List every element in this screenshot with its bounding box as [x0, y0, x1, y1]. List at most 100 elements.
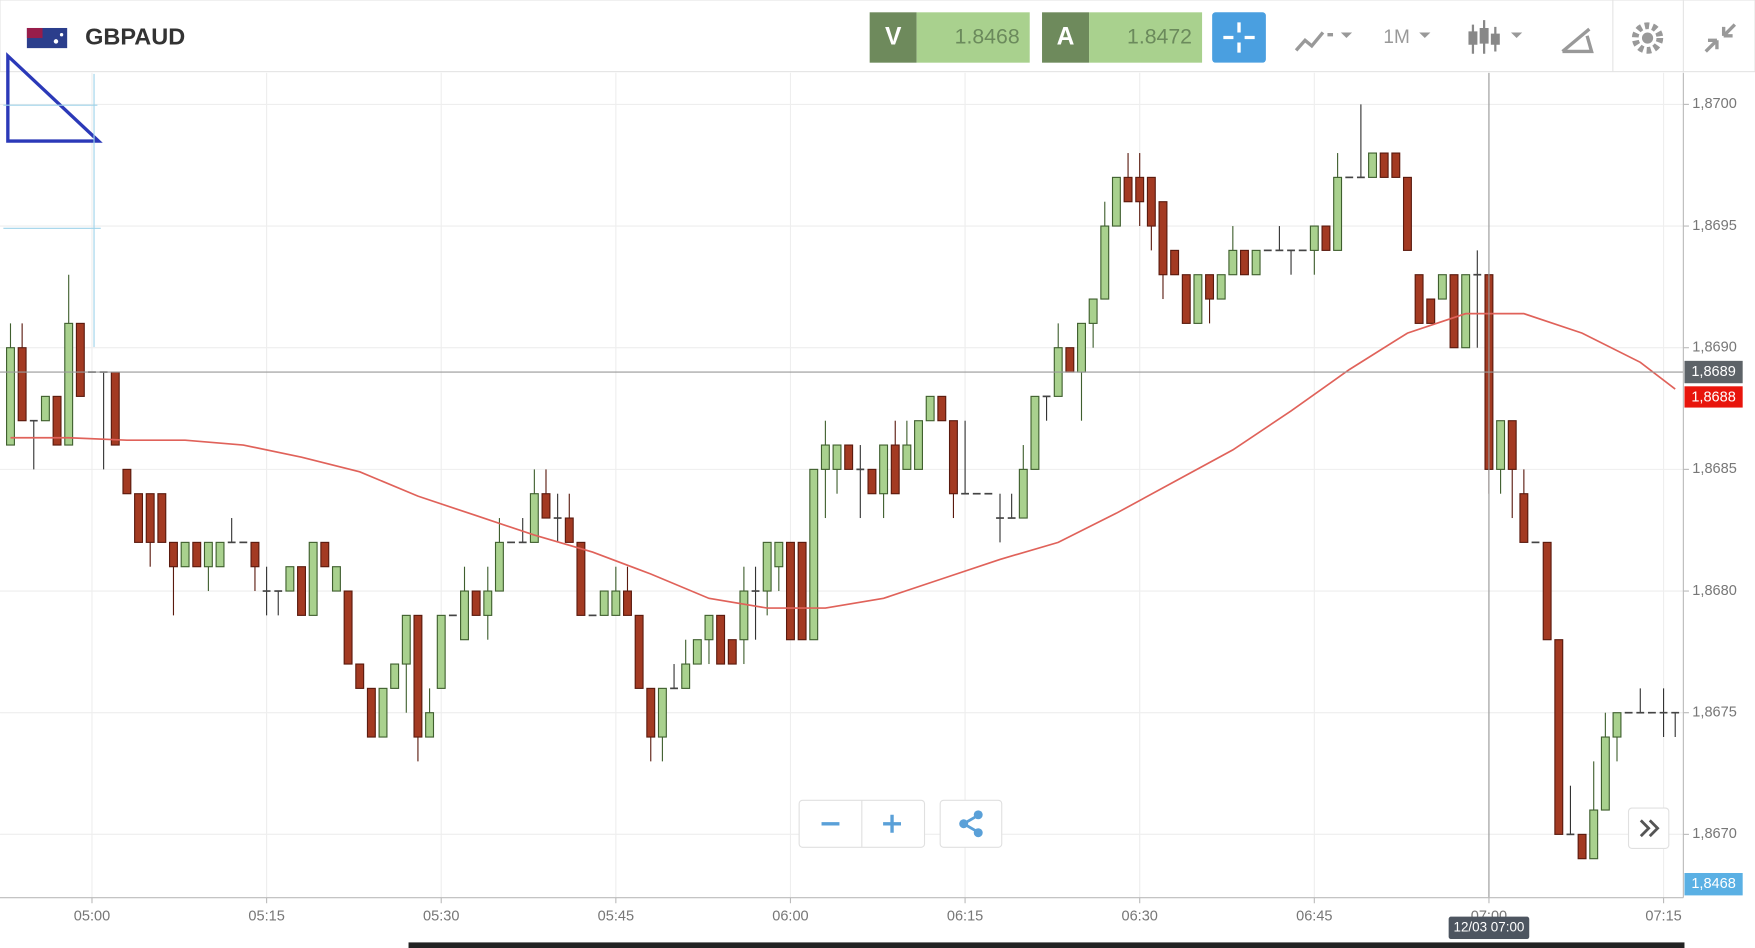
- candle-body: [541, 493, 551, 519]
- dropdown-arrow: [1419, 32, 1431, 39]
- x-tick-label: 06:45: [1296, 909, 1332, 925]
- candle-body: [366, 687, 376, 738]
- bottom-bar: [408, 942, 1685, 948]
- candle-body: [1216, 274, 1226, 300]
- ask-price: 1.8472: [1127, 25, 1192, 49]
- candle-body: [17, 347, 27, 422]
- candle-body: [1123, 176, 1133, 203]
- candle-body: [1507, 420, 1517, 470]
- x-tick-label: 06:15: [947, 909, 983, 925]
- symbol: GBPAUD: [85, 23, 185, 49]
- triangle-drawing[interactable]: [6, 52, 103, 143]
- share-icon[interactable]: [959, 810, 983, 838]
- crosshair-price-label: 1,8689: [1691, 364, 1735, 380]
- candle-body: [844, 444, 854, 470]
- candle-body: [157, 493, 167, 543]
- candle-body: [1542, 541, 1552, 641]
- x-tick-label: 05:15: [248, 909, 284, 925]
- candle-body: [774, 541, 784, 568]
- candle-body: [494, 541, 504, 592]
- bid-button[interactable]: [869, 12, 917, 63]
- bid-price-box[interactable]: [916, 12, 1030, 63]
- indicators-icon[interactable]: [1294, 31, 1334, 52]
- candle-body: [902, 444, 912, 470]
- flag-icon: [26, 27, 68, 49]
- candle-body: [646, 687, 656, 738]
- candle-body: [297, 566, 307, 616]
- bid-label: V: [885, 24, 902, 51]
- dropdown-arrow: [1510, 32, 1523, 39]
- candle-body: [390, 663, 400, 689]
- ask-label: A: [1057, 24, 1075, 51]
- candle-body: [1600, 736, 1610, 811]
- candle-body: [1321, 225, 1331, 251]
- candle-body: [1030, 395, 1040, 470]
- candle-body: [355, 663, 365, 689]
- dropdown-arrow: [1340, 32, 1353, 39]
- timeframe[interactable]: 1M: [1383, 27, 1409, 48]
- scroll-right[interactable]: [1639, 819, 1660, 838]
- settings-icon[interactable]: [1631, 22, 1664, 54]
- candle-body: [716, 614, 726, 665]
- crosshair-button[interactable]: [1212, 12, 1266, 63]
- candle-body: [413, 614, 423, 738]
- candle-body: [1368, 152, 1378, 178]
- candle-body: [681, 663, 691, 689]
- candle-body: [1309, 225, 1319, 251]
- candle-body: [378, 687, 388, 738]
- candle-body: [925, 395, 935, 422]
- candle-body: [867, 468, 877, 495]
- candle-body: [623, 590, 632, 616]
- candle-body: [564, 517, 574, 543]
- zoom-controls: [798, 799, 1670, 849]
- x-tick-label: 05:00: [74, 909, 110, 925]
- candle-body: [40, 395, 50, 422]
- candle-icon-bodies: [1468, 27, 1500, 45]
- candle-body: [1065, 347, 1075, 373]
- candle-body: [820, 444, 830, 470]
- candle-body: [1193, 274, 1203, 324]
- candle-body: [1111, 176, 1121, 227]
- moving-average: [10, 312, 1676, 609]
- candle-body: [1589, 809, 1599, 860]
- drawing-icon[interactable]: [1561, 27, 1594, 54]
- x-tick-label: 07:15: [1645, 909, 1681, 925]
- y-tick-label: 1,8690: [1692, 340, 1736, 356]
- candle-body: [576, 541, 586, 616]
- candle-body: [122, 468, 132, 495]
- plot-area: [0, 72, 1684, 898]
- y-tick-label: 1,8685: [1692, 461, 1736, 477]
- minimize-icon[interactable]: [1704, 23, 1737, 53]
- candle-body: [1554, 639, 1564, 835]
- x-tick-label: 06:30: [1122, 909, 1158, 925]
- axes: 1,8670 1,8675 1,8680 1,8685 1,8690 1,8695 1,87…: [74, 96, 1743, 940]
- candle-body: [1205, 274, 1215, 300]
- candle-body: [1228, 249, 1238, 276]
- y-tick-label: 1,8670: [1692, 826, 1736, 842]
- x-tick-label: 05:45: [598, 909, 634, 925]
- candle-body: [168, 541, 178, 568]
- candle-body: [657, 687, 667, 738]
- candle-body: [1100, 225, 1110, 300]
- zoom-in[interactable]: [883, 814, 902, 833]
- toolbar: GBPAUD V 1.8468 A 1.8472 1M: [0, 0, 1755, 73]
- candle-body: [1437, 274, 1447, 300]
- candle-body: [425, 712, 435, 738]
- candle-body: [1414, 274, 1424, 324]
- bid-price: 1.8468: [955, 25, 1020, 49]
- candle-body: [320, 541, 330, 568]
- y-tick-label: 1,8695: [1692, 218, 1736, 234]
- ask-price-box[interactable]: [1089, 12, 1203, 63]
- candle-body: [1496, 420, 1506, 470]
- candle-body: [797, 541, 807, 641]
- candle-body: [483, 590, 493, 616]
- candle-body: [1135, 176, 1145, 203]
- candle-body: [285, 566, 295, 592]
- bid-marker-box: [1684, 873, 1743, 896]
- candle-body: [331, 566, 341, 592]
- ask-button[interactable]: [1042, 12, 1090, 63]
- drawing-triangle: [3, 52, 103, 347]
- crosshair-time-label: 12/03 07:00: [1453, 919, 1524, 934]
